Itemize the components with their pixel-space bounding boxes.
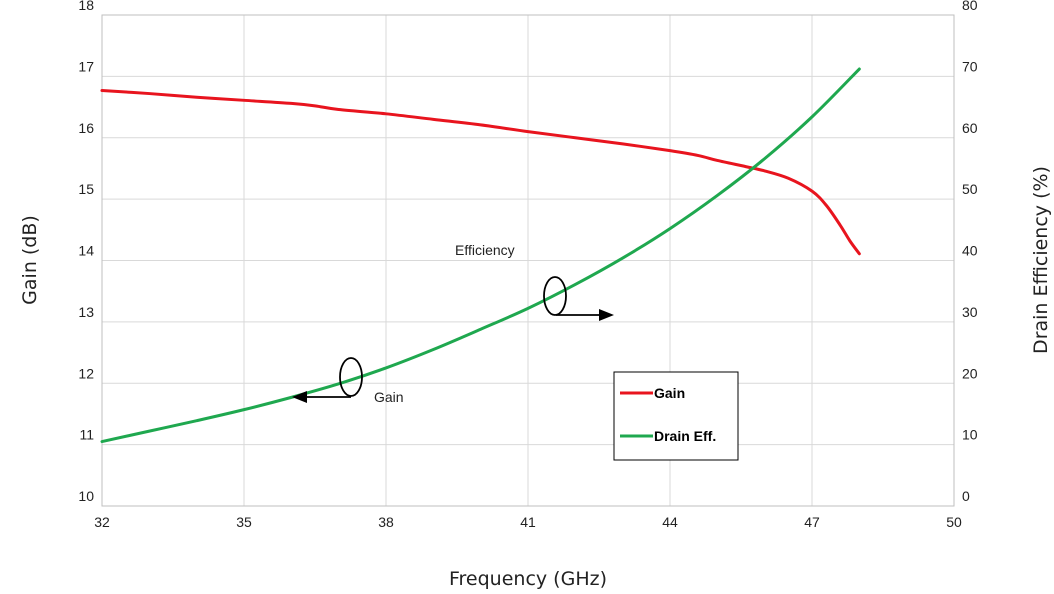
y2-tick-label: 20 — [962, 365, 978, 381]
y2-tick-label: 0 — [962, 488, 970, 504]
y2-tick-label: 60 — [962, 120, 978, 136]
series-line-gain — [100, 88, 861, 256]
y2-tick-label: 10 — [962, 427, 978, 443]
y2-tick-label: 30 — [962, 304, 978, 320]
legend: Gain Drain Eff. — [613, 371, 739, 461]
gain-arrowhead-icon — [292, 391, 307, 403]
y-tick-label: 17 — [78, 58, 94, 74]
y-tick-label: 15 — [78, 181, 94, 197]
x-tick-label: 44 — [662, 514, 678, 530]
x-tick-label: 50 — [946, 514, 962, 530]
efficiency-annotation: Efficiency — [455, 242, 614, 321]
y2-axis-title: Drain Efficiency (%) — [1030, 166, 1052, 354]
y-tick-label: 10 — [78, 488, 94, 504]
efficiency-annotation-label: Efficiency — [455, 242, 515, 258]
y-tick-label: 13 — [78, 304, 94, 320]
y-tick-label: 12 — [78, 365, 94, 381]
x-tick-label: 35 — [236, 514, 252, 530]
efficiency-annotation-ellipse — [543, 276, 567, 316]
series-line-drain-eff — [100, 67, 861, 444]
y-tick-label: 11 — [79, 427, 94, 443]
legend-box — [613, 371, 739, 461]
gain-annotation-label: Gain — [374, 389, 404, 405]
x-tick-label: 38 — [378, 514, 394, 530]
x-tick-label: 41 — [520, 514, 536, 530]
x-tick-label: 32 — [94, 514, 110, 530]
grid — [102, 15, 954, 506]
y-tick-label: 18 — [78, 0, 94, 13]
y2-tick-label: 50 — [962, 181, 978, 197]
legend-label-gain: Gain — [654, 385, 685, 401]
y-tick-label: 14 — [78, 243, 94, 259]
series-layer — [100, 67, 861, 444]
legend-label-drain-eff: Drain Eff. — [654, 428, 716, 444]
efficiency-arrowhead-icon — [599, 309, 614, 321]
plot-area-border — [101, 14, 955, 507]
gain-annotation-ellipse — [339, 357, 363, 397]
tick-labels: 32 35 38 41 44 47 50 10 11 12 13 14 15 16 17 18 0 10 20 30 4… — [78, 0, 977, 530]
y-tick-label: 16 — [78, 120, 94, 136]
gain-annotation: Gain — [292, 357, 404, 405]
y2-tick-label: 40 — [962, 243, 978, 259]
x-axis-title: Frequency (GHz) — [449, 568, 607, 590]
x-tick-label: 47 — [804, 514, 820, 530]
y2-tick-label: 80 — [962, 0, 978, 13]
y2-tick-label: 70 — [962, 58, 978, 74]
y-axis-title: Gain (dB) — [19, 215, 41, 305]
